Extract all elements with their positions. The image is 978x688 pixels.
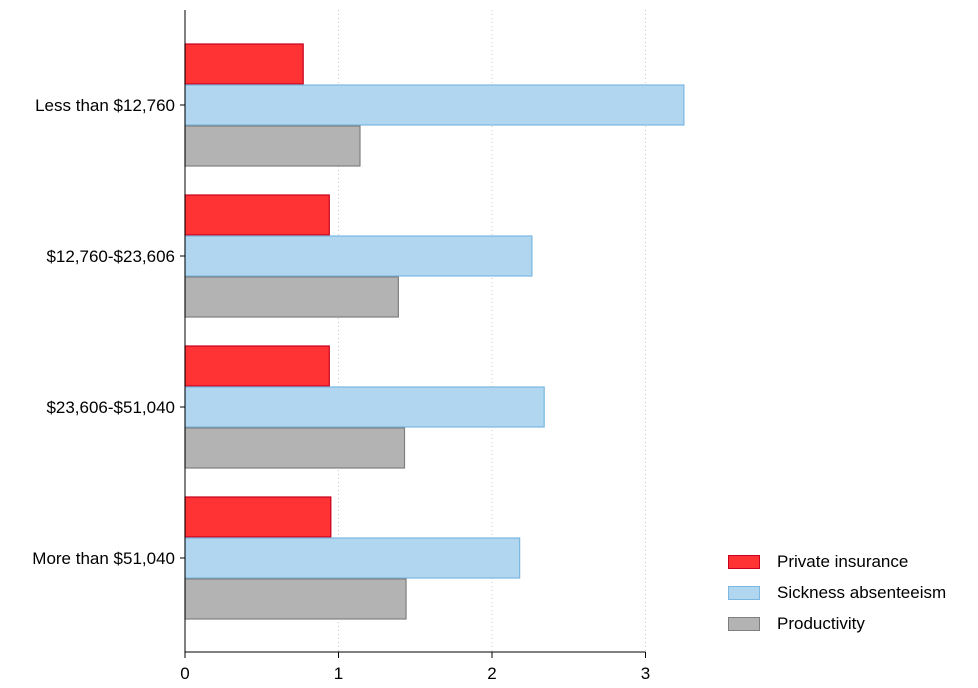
bar-sickness-absenteeism xyxy=(184,84,685,126)
axes xyxy=(180,10,646,658)
category-label: More than $51,040 xyxy=(32,549,175,568)
legend-label: Productivity xyxy=(777,613,865,633)
bar-sickness-absenteeism xyxy=(184,386,545,428)
legend-item-sickness-absenteeism: Sickness absenteeism xyxy=(728,577,946,608)
bar-private-insurance xyxy=(184,194,330,236)
x-tick-label: 0 xyxy=(180,664,189,683)
category-label: $12,760-$23,606 xyxy=(46,247,175,266)
legend-swatch-private-insurance xyxy=(728,554,760,569)
x-tick-label: 3 xyxy=(641,664,650,683)
x-tick-label: 1 xyxy=(334,664,343,683)
bar-sickness-absenteeism xyxy=(184,537,521,579)
bars xyxy=(184,43,685,620)
category-label: Less than $12,760 xyxy=(35,96,175,115)
bar-sickness-absenteeism xyxy=(184,235,533,277)
bar-private-insurance xyxy=(184,345,330,387)
bar-productivity xyxy=(184,125,361,167)
legend-swatch-sickness-absenteeism xyxy=(728,585,760,600)
bar-productivity xyxy=(184,427,406,469)
legend-label: Private insurance xyxy=(777,551,909,571)
bar-productivity xyxy=(184,276,399,318)
bar-private-insurance xyxy=(184,496,332,538)
legend: Private insurance Sickness absenteeism P… xyxy=(728,546,946,639)
x-tick-label: 2 xyxy=(487,664,496,683)
bar-private-insurance xyxy=(184,43,304,85)
legend-item-productivity: Productivity xyxy=(728,608,946,639)
x-tick-labels: 0 1 2 3 xyxy=(180,664,650,683)
bar-productivity xyxy=(184,578,407,620)
category-label: $23,606-$51,040 xyxy=(46,398,175,417)
legend-label: Sickness absenteeism xyxy=(777,582,947,602)
legend-item-private-insurance: Private insurance xyxy=(728,546,946,577)
legend-swatch-productivity xyxy=(728,616,760,631)
category-labels: Less than $12,760 $12,760-$23,606 $23,606-… xyxy=(32,96,175,568)
